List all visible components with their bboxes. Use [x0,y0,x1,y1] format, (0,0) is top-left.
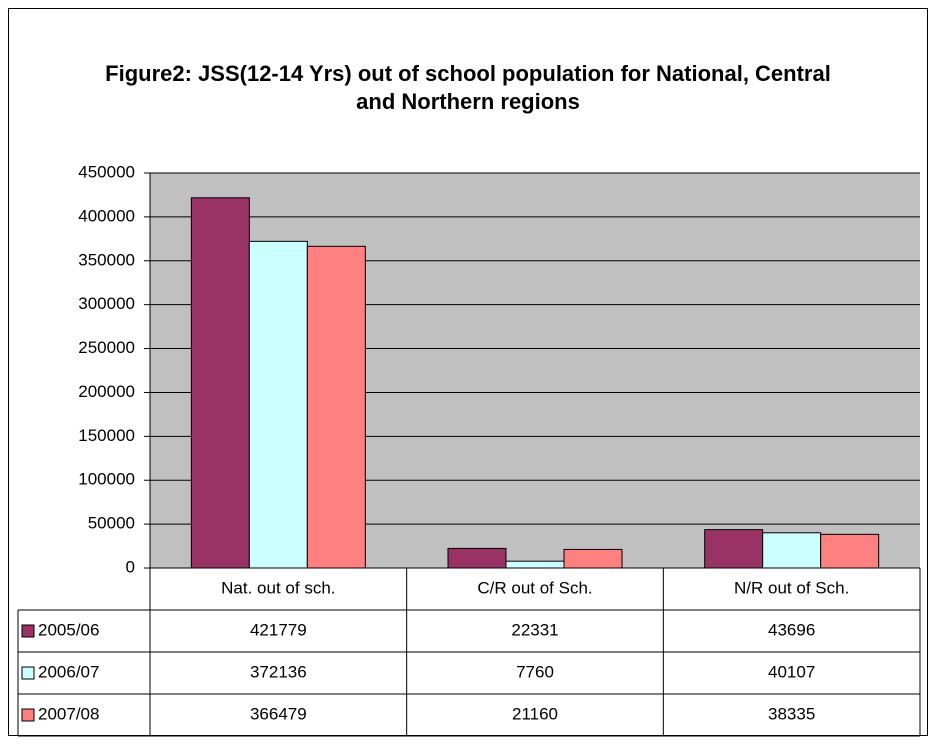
bar [505,560,565,569]
bar [447,547,507,569]
chart-title: Figure2: JSS(12-14 Yrs) out of school po… [105,61,831,114]
y-tick-label: 100000 [78,470,135,489]
y-tick-label: 50000 [88,514,135,533]
y-tick-label: 0 [126,557,135,576]
table-value: 21160 [512,704,558,723]
legend-swatch [21,666,35,680]
table-value: 7760 [516,662,554,681]
table-value: 372136 [250,662,307,681]
y-tick-label: 450000 [78,162,135,181]
legend-swatch [21,624,35,638]
legend-label: 2007/08 [38,704,99,723]
table-value: 421779 [250,620,307,639]
table-value: 366479 [250,704,307,723]
bar [190,197,250,569]
bar [306,245,366,569]
bar [820,533,880,569]
table-value: 38335 [768,704,815,723]
bar [563,548,623,569]
y-tick-label: 200000 [78,382,135,401]
bar [762,532,822,569]
bar [704,529,764,569]
x-tick-label: Nat. out of sch. [221,578,335,597]
table-value: 43696 [768,620,815,639]
y-tick-label: 300000 [78,294,135,313]
x-tick-label: N/R out of Sch. [734,578,849,597]
legend-label: 2005/06 [38,620,99,639]
x-tick-label: C/R out of Sch. [477,578,592,597]
y-tick-label: 250000 [78,338,135,357]
bar [248,240,308,569]
legend-label: 2006/07 [38,662,99,681]
legend-swatch [21,708,35,722]
table-value: 40107 [768,662,815,681]
table-value: 22331 [511,620,558,639]
y-tick-label: 400000 [78,206,135,225]
y-tick-label: 150000 [78,426,135,445]
y-tick-label: 350000 [78,250,135,269]
